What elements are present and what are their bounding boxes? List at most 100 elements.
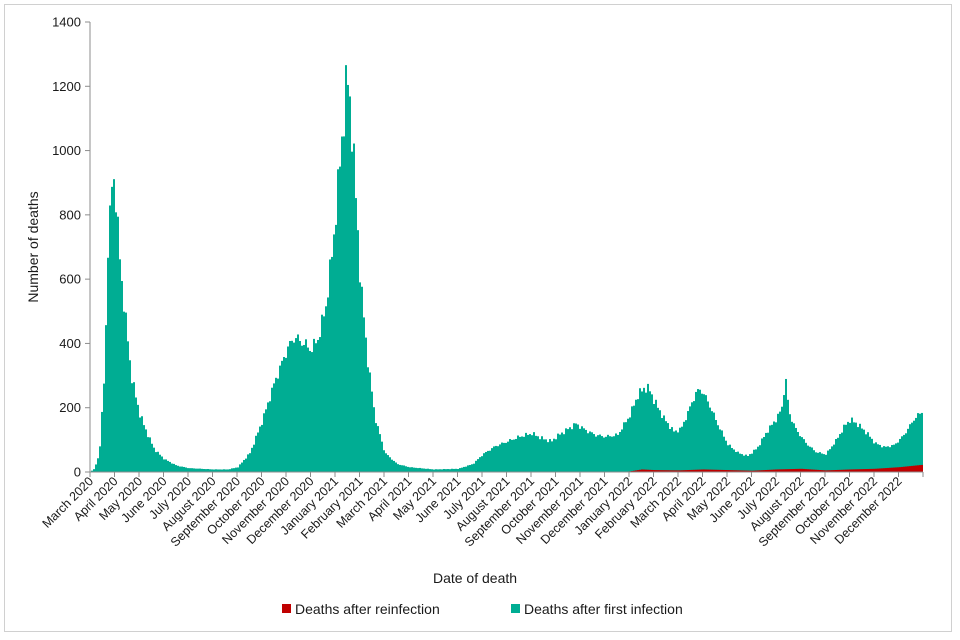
reinfection-bar xyxy=(729,470,731,472)
reinfection-bar xyxy=(755,470,757,472)
first-infection-bar xyxy=(351,151,353,472)
reinfection-bar xyxy=(869,468,871,472)
reinfection-bar xyxy=(819,469,821,472)
reinfection-bar xyxy=(907,466,909,472)
first-infection-bar xyxy=(797,431,799,472)
first-infection-bar xyxy=(679,427,681,472)
first-infection-bar xyxy=(415,467,417,472)
first-infection-bar xyxy=(677,432,679,472)
reinfection-bar xyxy=(863,469,865,472)
first-infection-bar xyxy=(781,406,783,472)
first-infection-bar xyxy=(291,340,293,472)
first-infection-bar xyxy=(827,450,829,472)
first-infection-bar xyxy=(129,360,131,472)
first-infection-bar xyxy=(307,347,309,472)
reinfection-bar xyxy=(721,469,723,472)
reinfection-bar xyxy=(719,469,721,472)
x-axis-title: Date of death xyxy=(433,570,517,586)
reinfection-bar xyxy=(855,469,857,472)
first-infection-bar xyxy=(197,468,199,472)
first-infection-bar xyxy=(549,439,551,472)
first-infection-bar xyxy=(283,357,285,472)
first-infection-bar xyxy=(713,412,715,472)
first-infection-bar xyxy=(881,447,883,472)
first-infection-bar xyxy=(375,423,377,472)
first-infection-bar xyxy=(371,391,373,472)
first-infection-bar xyxy=(423,468,425,472)
first-infection-bar xyxy=(141,416,143,472)
first-infection-bar xyxy=(95,464,97,472)
first-infection-bar xyxy=(519,436,521,472)
first-infection-bar xyxy=(407,466,409,472)
first-infection-bar xyxy=(611,436,613,472)
reinfection-bar xyxy=(797,468,799,472)
first-infection-bar xyxy=(203,469,205,472)
first-infection-bar xyxy=(171,463,173,472)
first-infection-bar xyxy=(317,339,319,472)
first-infection-bar xyxy=(705,395,707,472)
first-infection-bar xyxy=(587,433,589,472)
first-infection-bar xyxy=(697,389,699,472)
first-infection-bar xyxy=(409,467,411,472)
first-infection-bar xyxy=(91,470,93,472)
first-infection-bar xyxy=(647,383,649,472)
first-infection-bar xyxy=(393,460,395,472)
first-infection-bar xyxy=(921,412,923,472)
first-infection-bar xyxy=(573,423,575,472)
reinfection-bar xyxy=(671,470,673,472)
first-infection-bar xyxy=(487,450,489,472)
first-infection-bar xyxy=(819,452,821,472)
first-infection-bar xyxy=(455,468,457,472)
first-infection-bar xyxy=(461,467,463,472)
first-infection-bar xyxy=(223,469,225,472)
first-infection-bar xyxy=(433,469,435,472)
first-infection-bar xyxy=(643,387,645,472)
first-infection-bar xyxy=(755,449,757,472)
first-infection-bar xyxy=(325,306,327,472)
first-infection-bar xyxy=(207,469,209,472)
first-infection-bar xyxy=(811,447,813,472)
first-infection-bar xyxy=(887,446,889,472)
first-infection-bar xyxy=(623,422,625,472)
first-infection-bar xyxy=(295,338,297,472)
reinfection-bar xyxy=(825,470,827,472)
first-infection-bar xyxy=(561,432,563,472)
first-infection-bar xyxy=(287,346,289,472)
legend: Deaths after reinfection Deaths after fi… xyxy=(282,601,683,617)
reinfection-bar xyxy=(733,470,735,472)
first-infection-bar xyxy=(879,444,881,472)
first-infection-bar xyxy=(751,453,753,472)
reinfection-bar xyxy=(693,469,695,472)
reinfection-bar xyxy=(691,469,693,472)
first-infection-bar xyxy=(175,465,177,472)
first-infection-bar xyxy=(397,464,399,472)
first-infection-bar xyxy=(627,418,629,472)
reinfection-bar xyxy=(793,468,795,472)
reinfection-bar xyxy=(815,469,817,472)
reinfection-bar xyxy=(685,470,687,472)
first-infection-bar xyxy=(163,459,165,472)
reinfection-bar xyxy=(745,470,747,472)
first-infection-bar xyxy=(521,436,523,472)
first-infection-bar xyxy=(453,468,455,472)
reinfection-bar xyxy=(683,470,685,472)
first-infection-bar xyxy=(281,360,283,472)
first-infection-bar xyxy=(257,432,259,472)
legend-swatch-reinfection xyxy=(282,604,291,613)
first-infection-bar xyxy=(459,468,461,472)
first-infection-bar xyxy=(651,394,653,472)
first-infection-bar xyxy=(503,442,505,472)
first-infection-bar xyxy=(269,401,271,472)
first-infection-bar xyxy=(467,465,469,472)
first-infection-bar xyxy=(191,468,193,472)
first-infection-bar xyxy=(335,224,337,472)
first-infection-bar xyxy=(151,443,153,472)
first-infection-bar xyxy=(703,394,705,472)
first-infection-bar xyxy=(817,452,819,472)
reinfection-bar xyxy=(767,469,769,472)
first-infection-bar xyxy=(337,169,339,473)
first-infection-bar xyxy=(235,467,237,472)
reinfection-bar xyxy=(669,470,671,472)
first-infection-bar xyxy=(689,406,691,472)
first-infection-bar xyxy=(225,469,227,472)
